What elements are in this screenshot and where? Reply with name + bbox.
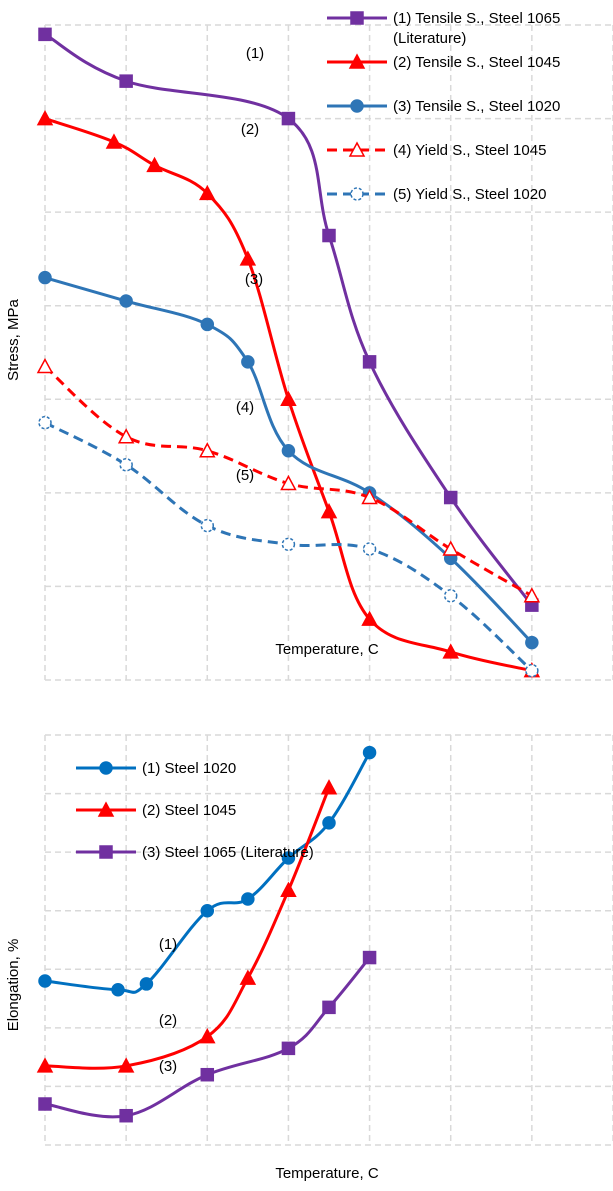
series-2-point (280, 881, 297, 897)
series-2-point (239, 969, 257, 985)
curve-label-2: (2) (241, 121, 259, 138)
series-1-point (139, 977, 154, 991)
legend-marker-3 (350, 99, 364, 113)
series-5-point (200, 518, 215, 533)
series-1-point (443, 490, 458, 505)
stress-x-axis-label: Temperature, C (275, 641, 379, 658)
legend-label-3: (3) Tensile S., Steel 1020 (393, 98, 560, 115)
series-1-point (281, 111, 296, 126)
series-4-point (117, 428, 135, 444)
series-1-point (362, 745, 377, 760)
legend-marker-1 (350, 11, 364, 25)
series-2-point (199, 184, 216, 201)
series-2-point (146, 156, 163, 173)
legend-label-2: (2) Tensile S., Steel 1045 (393, 54, 560, 71)
series-2-point (117, 1057, 135, 1073)
series-3-point (119, 294, 133, 308)
curve-label-3: (3) (159, 1058, 177, 1075)
stress-grid (44, 24, 613, 681)
stress-series (36, 27, 541, 678)
series-3-point (119, 1108, 133, 1123)
stress-legend: (1) Tensile S., Steel 1065 (Literature) (2… (327, 10, 560, 203)
elongation-x-axis-label: Temperature, C (275, 1165, 379, 1182)
elongation-grid (44, 734, 613, 1146)
legend-label-1: (1) Tensile S., Steel 1065 (Literature) (393, 10, 560, 47)
legend-marker-4 (348, 141, 366, 157)
series-2-point (442, 643, 459, 659)
series-2-point (199, 1028, 216, 1044)
legend-marker-3 (99, 845, 113, 859)
legend-label-2: (2) Steel 1045 (142, 802, 236, 819)
legend-marker-5 (350, 187, 364, 201)
curve-label-1: (1) (159, 936, 177, 953)
elongation-legend: (1) Steel 1020 (2) Steel 1045 (3) Steel 10… (76, 760, 314, 861)
series-2-point (36, 1057, 54, 1073)
series-1-point (38, 974, 52, 988)
series-2-point (239, 250, 257, 266)
series-2-point (320, 779, 338, 795)
legend-label-1: (1) Steel 1020 (142, 760, 236, 777)
series-5-point (119, 458, 133, 472)
elongation-y-axis-label: Elongation, % (5, 939, 22, 1032)
legend-marker-2 (97, 801, 115, 817)
series-2-point (320, 502, 338, 519)
series-1-point (241, 892, 255, 906)
series-3-point (322, 1000, 336, 1015)
series-5-point (443, 589, 458, 603)
curve-label-5: (5) (236, 467, 254, 484)
stress-y-axis-label: Stress, MPa (5, 298, 22, 380)
legend-label-3: (3) Steel 1065 (Literature) (142, 844, 314, 861)
series-3-point (38, 1097, 52, 1111)
series-line-2 (44, 787, 331, 1070)
elongation-series (36, 745, 377, 1123)
stress-chart: (1) (2) (3) (4) (5) (1) Tensile S., Steel 10… (5, 10, 613, 681)
series-4-point (199, 442, 216, 458)
legend-marker-1 (99, 761, 113, 775)
elongation-curve-labels: (1) (2) (3) (159, 936, 177, 1075)
series-3-point (362, 950, 377, 965)
legend-label-5: (5) Yield S., Steel 1020 (393, 186, 546, 203)
series-5-point (362, 542, 377, 556)
series-1-point (200, 903, 215, 918)
series-line-2 (44, 117, 533, 673)
series-4-point (361, 488, 378, 505)
series-4-point (442, 540, 459, 556)
stress-curve-labels: (1) (2) (3) (4) (5) (236, 45, 264, 484)
series-3-point (38, 270, 52, 285)
series-2-point (280, 390, 297, 407)
series-3-point (241, 355, 255, 369)
series-1-point (119, 74, 133, 88)
curve-label-1: (1) (246, 45, 264, 62)
series-4-point (523, 587, 541, 603)
curve-label-3: (3) (245, 271, 263, 288)
series-5-point (525, 663, 539, 678)
series-3-point (525, 635, 539, 650)
series-1-point (362, 355, 377, 369)
series-1-point (111, 983, 125, 997)
series-1-point (322, 228, 336, 243)
series-3-point (281, 444, 296, 458)
series-1-point (38, 27, 52, 42)
series-3-point (200, 317, 215, 332)
series-5-point (38, 415, 52, 430)
elongation-chart: (1) (2) (3) (1) Steel 1020 (2) Steel 1045 (3… (5, 734, 613, 1182)
series-3-point (281, 1041, 296, 1056)
series-2-point (105, 133, 123, 149)
legend-marker-2 (348, 53, 366, 69)
curve-label-4: (4) (236, 399, 254, 416)
series-1-point (322, 816, 336, 830)
series-3-point (200, 1067, 215, 1082)
series-4-point (280, 474, 297, 491)
series-5-point (281, 537, 296, 552)
legend-label-4: (4) Yield S., Steel 1045 (393, 142, 546, 159)
series-1-point (281, 851, 296, 865)
series-2-point (361, 610, 378, 626)
series-2-point (36, 109, 54, 126)
curve-label-2: (2) (159, 1012, 177, 1029)
series-4-point (36, 357, 54, 374)
